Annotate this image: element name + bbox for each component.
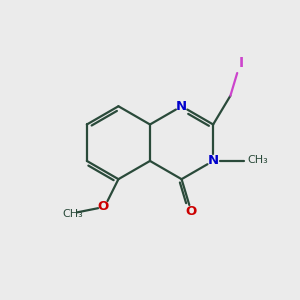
- Text: N: N: [208, 154, 219, 167]
- Text: CH₃: CH₃: [62, 209, 83, 219]
- Text: I: I: [238, 56, 244, 70]
- Text: O: O: [186, 205, 197, 218]
- Text: O: O: [97, 200, 108, 213]
- Text: CH₃: CH₃: [247, 155, 268, 165]
- Text: N: N: [176, 100, 187, 113]
